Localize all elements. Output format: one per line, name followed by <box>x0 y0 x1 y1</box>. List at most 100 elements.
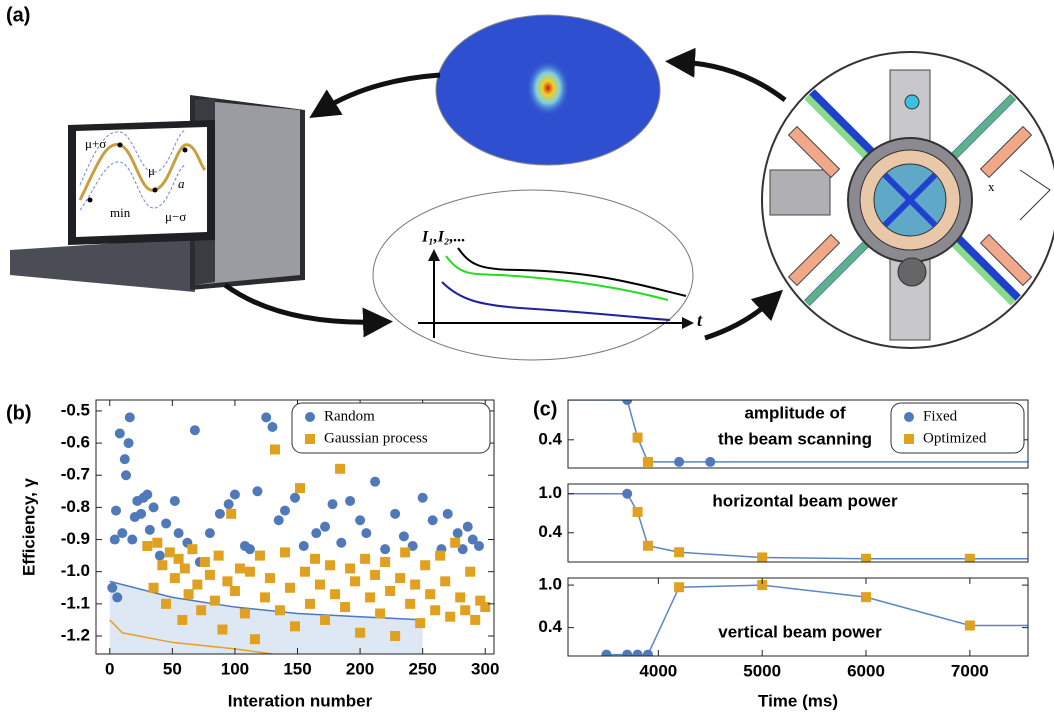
data-point <box>370 569 381 580</box>
plot-frame <box>567 399 1029 469</box>
data-point <box>119 454 130 465</box>
plot-label: μ+σ <box>85 136 106 151</box>
data-point <box>345 495 356 506</box>
data-point <box>674 547 685 558</box>
data-point <box>290 621 300 632</box>
data-point <box>183 589 194 600</box>
data-point <box>109 534 120 545</box>
data-point <box>279 505 290 516</box>
data-point <box>327 499 338 510</box>
data-point <box>177 614 188 625</box>
data-point <box>136 508 147 519</box>
data-point <box>226 508 237 519</box>
data-point <box>350 576 361 587</box>
data-point <box>148 502 159 513</box>
data-point <box>154 550 165 561</box>
data-point <box>249 634 260 645</box>
panel-label: (b) <box>6 402 32 424</box>
data-point <box>370 476 381 487</box>
plot-area <box>568 400 1028 467</box>
data-point <box>111 505 122 516</box>
data-point <box>380 557 391 568</box>
data-point <box>475 595 486 606</box>
data-point <box>470 614 481 625</box>
y-tick-label: 1.0 <box>538 483 562 502</box>
legend-label: Gaussian process <box>324 430 428 446</box>
data-point <box>330 589 341 600</box>
data-point <box>152 537 163 548</box>
data-point <box>123 438 134 449</box>
data-point <box>622 649 633 656</box>
data-point <box>757 580 768 591</box>
data-point <box>142 540 153 551</box>
data-point <box>169 573 180 584</box>
data-point <box>223 499 234 510</box>
data-point <box>427 515 438 526</box>
data-point <box>861 553 872 562</box>
atom-image <box>435 14 661 166</box>
data-point <box>259 592 270 603</box>
data-point <box>410 579 421 590</box>
data-point <box>161 518 172 529</box>
y-tick-label: -1.1 <box>61 593 90 612</box>
data-point <box>222 576 233 587</box>
data-point <box>325 560 336 571</box>
data-point <box>417 492 428 503</box>
y-tick-label: 1.0 <box>538 575 562 594</box>
data-point <box>380 544 391 555</box>
data-point <box>457 544 468 555</box>
data-point <box>234 563 245 574</box>
data-point <box>642 649 653 656</box>
data-point <box>164 547 175 558</box>
data-point <box>465 566 476 577</box>
data-point <box>705 456 716 467</box>
data-point <box>642 540 653 551</box>
data-point <box>213 550 224 561</box>
data-point <box>335 463 346 474</box>
data-point <box>244 566 255 577</box>
data-point <box>440 576 451 587</box>
y-tick-label: 0.4 <box>538 429 562 448</box>
data-point <box>407 540 418 551</box>
plot-title: vertical beam power <box>718 622 882 641</box>
legend-marker <box>904 412 914 422</box>
data-point <box>173 528 184 539</box>
legend-label: Random <box>324 408 375 424</box>
data-point <box>261 412 272 423</box>
axis-label: x <box>988 179 995 194</box>
data-point <box>244 544 255 555</box>
y-tick-label: -0.7 <box>61 465 90 484</box>
data-point <box>425 589 436 600</box>
data-point <box>400 547 411 558</box>
data-point <box>430 605 441 616</box>
legend-marker <box>305 434 315 444</box>
data-point <box>315 579 326 590</box>
y-tick-label: -1.0 <box>61 561 90 580</box>
data-point <box>336 537 347 548</box>
legend-label: Fixed <box>923 408 958 424</box>
y-axis-label: Efficiency, γ <box>19 477 38 575</box>
data-point <box>117 528 128 539</box>
plot-area <box>601 580 1028 656</box>
data-point <box>124 412 135 423</box>
data-point <box>390 630 401 641</box>
data-point <box>375 608 386 619</box>
data-point <box>355 627 366 638</box>
data-point <box>204 569 215 580</box>
data-point <box>127 534 138 545</box>
data-point <box>622 400 633 405</box>
data-point <box>252 486 263 497</box>
data-point <box>239 608 250 619</box>
legend-marker <box>904 434 914 444</box>
data-point <box>214 508 225 519</box>
data-point <box>274 605 285 616</box>
panel-label: (c) <box>533 398 557 420</box>
data-point <box>196 605 207 616</box>
intensity-plot: I₁,I₂,... t <box>372 189 703 361</box>
x-tick-label: 150 <box>283 659 311 678</box>
data-point <box>229 489 240 500</box>
data-point <box>148 582 159 593</box>
data-point <box>390 508 401 519</box>
plot-label: a <box>178 176 185 191</box>
data-point <box>445 611 456 622</box>
